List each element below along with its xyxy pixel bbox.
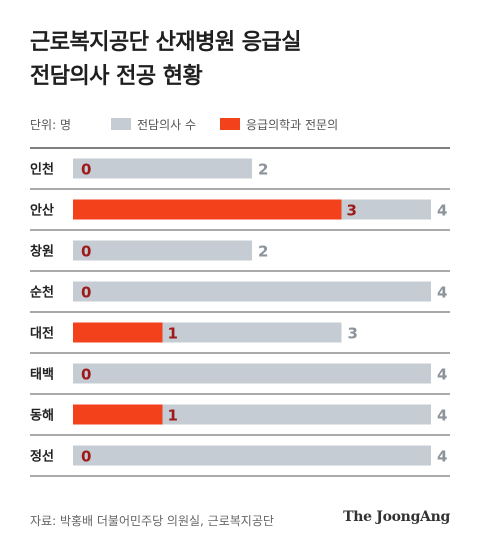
specialist-value-label: 1 bbox=[168, 407, 178, 425]
category-label: 인천 bbox=[30, 162, 54, 178]
legend-swatch-total bbox=[110, 118, 131, 130]
total-value-label: 4 bbox=[437, 284, 447, 302]
bar-chart: 인천 0 2 안산 3 4 창원 0 2 순천 0 4 대전 1 3 태백 0 4 동해 1 4 정선 0 4 bbox=[30, 147, 450, 477]
category-label: 대전 bbox=[30, 326, 54, 342]
total-value-label: 4 bbox=[437, 448, 447, 466]
chart-title-line-2: 전담의사 전공 현황 bbox=[30, 64, 203, 89]
specialist-value-label: 0 bbox=[81, 448, 91, 466]
total-value-label: 4 bbox=[437, 366, 447, 384]
category-label: 순천 bbox=[30, 286, 54, 301]
specialist-value-label: 0 bbox=[81, 243, 91, 261]
legend-swatch-specialist bbox=[220, 118, 240, 130]
bar-total bbox=[73, 363, 431, 384]
specialist-value-label: 1 bbox=[168, 325, 178, 343]
specialist-value-label: 0 bbox=[81, 366, 91, 384]
category-label: 태백 bbox=[30, 368, 54, 383]
total-value-label: 4 bbox=[437, 407, 447, 425]
legend-item-specialist: 응급의학과 전문의 bbox=[220, 116, 338, 133]
legend-label-specialist: 응급의학과 전문의 bbox=[246, 117, 339, 132]
chart-title-line-1: 근로복지공단 산재병원 응급실 bbox=[30, 30, 301, 55]
category-label: 창원 bbox=[30, 244, 54, 260]
bar-total bbox=[73, 281, 431, 302]
chart-title: 근로복지공단 산재병원 응급실 전담의사 전공 현황 bbox=[30, 26, 450, 94]
category-label: 안산 bbox=[30, 203, 54, 219]
legend-item-total: 전담의사 수 bbox=[110, 116, 196, 133]
legend-label-total: 전담의사 수 bbox=[136, 117, 196, 132]
category-label: 정선 bbox=[30, 449, 54, 465]
total-value-label: 2 bbox=[258, 161, 268, 179]
legend: 단위: 명 전담의사 수 응급의학과 전문의 bbox=[30, 114, 362, 134]
total-value-label: 3 bbox=[348, 325, 358, 343]
specialist-value-label: 0 bbox=[81, 161, 91, 179]
specialist-value-label: 3 bbox=[347, 202, 357, 220]
bar-total bbox=[73, 158, 252, 179]
source-note: 자료: 박홍배 더불어민주당 의원실, 근로복지공단 bbox=[30, 514, 274, 528]
brand-logo: The JoongAng bbox=[343, 509, 450, 525]
total-value-label: 4 bbox=[437, 202, 447, 220]
unit-label: 단위: 명 bbox=[30, 117, 71, 132]
total-value-label: 2 bbox=[258, 243, 268, 261]
bar-specialist bbox=[73, 322, 163, 343]
bar-specialist bbox=[73, 199, 342, 220]
bar-specialist bbox=[73, 404, 163, 425]
specialist-value-label: 0 bbox=[81, 284, 91, 302]
bar-total bbox=[73, 445, 431, 466]
bar-total bbox=[73, 240, 252, 261]
category-label: 동해 bbox=[30, 408, 54, 424]
